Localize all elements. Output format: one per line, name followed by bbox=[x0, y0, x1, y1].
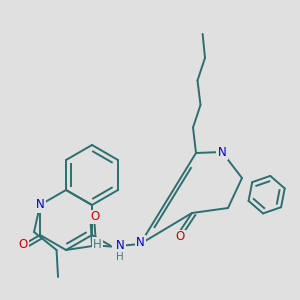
Text: O: O bbox=[176, 230, 184, 244]
Text: H: H bbox=[93, 238, 102, 250]
Text: O: O bbox=[90, 211, 99, 224]
Text: O: O bbox=[113, 238, 122, 250]
Text: H: H bbox=[116, 252, 124, 262]
Text: N: N bbox=[136, 236, 145, 249]
Text: N: N bbox=[116, 239, 124, 252]
Text: N: N bbox=[36, 199, 44, 212]
Text: N: N bbox=[218, 146, 226, 158]
Text: O: O bbox=[19, 238, 28, 251]
